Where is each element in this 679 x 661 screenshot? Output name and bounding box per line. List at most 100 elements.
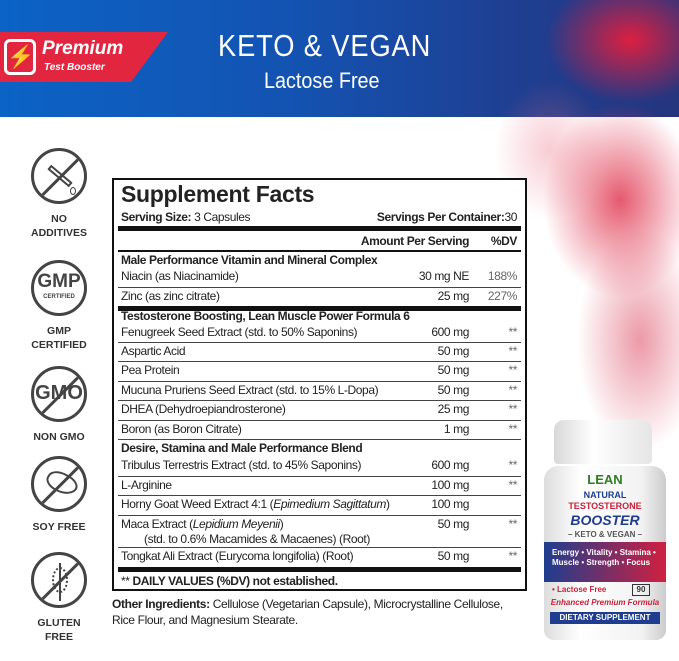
row-divider bbox=[118, 515, 521, 516]
ingredient-name: Niacin (as Niacinamide) bbox=[121, 269, 239, 283]
product-bottle: LEAN NATURAL TESTOSTERONE BOOSTER – KETO… bbox=[540, 420, 668, 642]
ingredient-amount: 25 mg bbox=[437, 289, 470, 303]
bottle-text: NATURAL bbox=[583, 490, 627, 500]
icon-text: GMP bbox=[37, 271, 81, 292]
ingredient-dv: ** bbox=[508, 422, 517, 436]
row-divider bbox=[118, 361, 521, 362]
ingredient-amount: 100 mg bbox=[431, 478, 469, 492]
ingredient-amount: 25 mg bbox=[437, 402, 470, 416]
non-gmo-icon: GMO bbox=[31, 366, 87, 422]
bottle-text: Enhanced Premium Formula bbox=[550, 598, 660, 607]
top-banner: ⚡ Premium Test Booster KETO & VEGAN Lact… bbox=[0, 0, 679, 117]
divider bbox=[118, 567, 521, 572]
other-ingredients: Other Ingredients: Cellulose (Vegetarian… bbox=[112, 596, 527, 628]
bottle-text: Energy • Vitality • Stamina • Muscle • S… bbox=[552, 548, 656, 567]
badge-label: GLUTEN bbox=[37, 617, 81, 629]
ingredient-latin-name: Epimedium Sagittatum bbox=[273, 497, 386, 511]
lightning-icon: ⚡ bbox=[4, 39, 36, 75]
serving-size-label: Serving Size: bbox=[121, 210, 192, 224]
ingredient-dv: ** bbox=[508, 363, 517, 377]
ingredient-name: Horny Goat Weed Extract 4:1 bbox=[121, 497, 270, 511]
row-divider bbox=[118, 342, 521, 343]
ingredient-name: Tribulus Terrestris Extract (std. to 45%… bbox=[121, 458, 362, 472]
headline: KETO & VEGAN bbox=[218, 28, 432, 63]
row-divider bbox=[118, 420, 521, 421]
footnote: DAILY VALUES (%DV) not established. bbox=[132, 574, 338, 588]
facts-title: Supplement Facts bbox=[121, 181, 315, 207]
gmp-certified-icon: GMP CERTIFIED bbox=[31, 260, 87, 316]
ingredient-name: Mucuna Pruriens Seed Extract (std. to 15… bbox=[121, 383, 379, 397]
badge-title: Premium bbox=[42, 38, 124, 59]
ingredient-name: Zinc (as zinc citrate) bbox=[121, 289, 220, 303]
badge-label: NO bbox=[51, 213, 67, 225]
dv-header: %DV bbox=[490, 234, 518, 248]
icon-subtext: CERTIFIED bbox=[43, 294, 75, 300]
row-divider bbox=[118, 439, 521, 440]
premium-badge: ⚡ Premium Test Booster bbox=[0, 32, 168, 82]
other-ingredients-text: Cellulose (Vegetarian Capsule), Microcry… bbox=[112, 597, 503, 627]
ingredient-amount: 50 mg bbox=[437, 549, 470, 563]
ingredient-dv: 227% bbox=[487, 289, 517, 303]
divider bbox=[118, 250, 521, 252]
servings-label: Servings Per Container: bbox=[376, 210, 505, 224]
servings: 30 bbox=[504, 210, 517, 224]
badge-label: CERTIFIED bbox=[31, 339, 87, 351]
bottle-text: TESTOSTERONE bbox=[568, 501, 642, 511]
amount-header: Amount Per Serving bbox=[360, 234, 470, 248]
ingredient-dv: 188% bbox=[487, 269, 517, 283]
gluten-free-icon bbox=[31, 552, 87, 608]
badge-label: SOY FREE bbox=[32, 521, 86, 533]
ingredient-name: Pea Protein bbox=[121, 363, 180, 377]
ingredient-amount: 600 mg bbox=[431, 458, 469, 472]
row-divider bbox=[118, 381, 521, 382]
ingredient-name-line2: (std. to 0.6% Macamides & Macaenes) (Roo… bbox=[144, 532, 370, 546]
bottle-text: • Lactose Free bbox=[552, 585, 607, 594]
badge-gluten-free: GLUTEN FREE bbox=[14, 552, 104, 644]
badge-label: GMP bbox=[47, 325, 71, 337]
serving-size: 3 Capsules bbox=[194, 210, 251, 224]
ingredient-amount: 1 mg bbox=[443, 422, 469, 436]
soy-free-icon bbox=[31, 456, 87, 512]
ingredient-name: Aspartic Acid bbox=[121, 344, 186, 358]
row-divider bbox=[118, 400, 521, 401]
row-divider bbox=[118, 476, 521, 477]
other-ingredients-label: Other Ingredients: bbox=[112, 597, 210, 611]
section-title: Male Performance Vitamin and Mineral Com… bbox=[121, 253, 378, 267]
ingredient-dv: ** bbox=[508, 383, 517, 397]
row-divider bbox=[118, 287, 521, 288]
ingredient-amount: 600 mg bbox=[431, 325, 469, 339]
ingredient-dv: ** bbox=[508, 458, 517, 472]
subheadline: Lactose Free bbox=[264, 68, 380, 93]
badge-gmp: GMP CERTIFIED GMP CERTIFIED bbox=[14, 260, 104, 352]
brand-logo: LEAN bbox=[587, 472, 623, 487]
divider bbox=[118, 306, 521, 311]
ingredient-dv: ** bbox=[508, 402, 517, 416]
no-additives-icon bbox=[31, 148, 87, 204]
bottle-text: 90 bbox=[632, 584, 650, 596]
footnote-stars: ** bbox=[121, 574, 130, 588]
badge-label: ADDITIVES bbox=[30, 227, 87, 239]
badge-soy-free: SOY FREE bbox=[14, 456, 104, 534]
ingredient-amount: 50 mg bbox=[437, 517, 470, 531]
ingredient-amount: 100 mg bbox=[431, 497, 469, 511]
ingredient-dv: ** bbox=[508, 325, 517, 339]
ingredient-name: DHEA (Dehydroepiandrosterone) bbox=[121, 402, 286, 416]
ingredient-dv: ** bbox=[508, 478, 517, 492]
divider bbox=[118, 226, 521, 231]
ingredient-dv: ** bbox=[508, 517, 517, 531]
row-divider bbox=[118, 495, 521, 496]
badge-label: FREE bbox=[44, 631, 73, 643]
bottle-text: BOOSTER bbox=[570, 512, 640, 528]
bottle-label: LEAN NATURAL TESTOSTERONE BOOSTER – KETO… bbox=[544, 466, 666, 640]
bottle-red-band: Energy • Vitality • Stamina • Muscle • S… bbox=[544, 542, 666, 582]
badge-subtitle: Test Booster bbox=[44, 62, 105, 73]
ingredient-name: L-Arginine bbox=[121, 478, 172, 492]
ingredient-latin-name: Lepidium Meyenii bbox=[192, 517, 280, 531]
ingredient-dv: ** bbox=[508, 549, 517, 563]
section-title: Desire, Stamina and Male Performance Ble… bbox=[121, 441, 363, 455]
ingredient-name: Fenugreek Seed Extract (std. to 50% Sapo… bbox=[121, 325, 358, 339]
badge-label: NON GMO bbox=[33, 431, 85, 443]
bottle-cap bbox=[554, 420, 652, 464]
bottle-text: – KETO & VEGAN – bbox=[567, 530, 643, 539]
badge-no-additives: NO ADDITIVES bbox=[14, 148, 104, 240]
